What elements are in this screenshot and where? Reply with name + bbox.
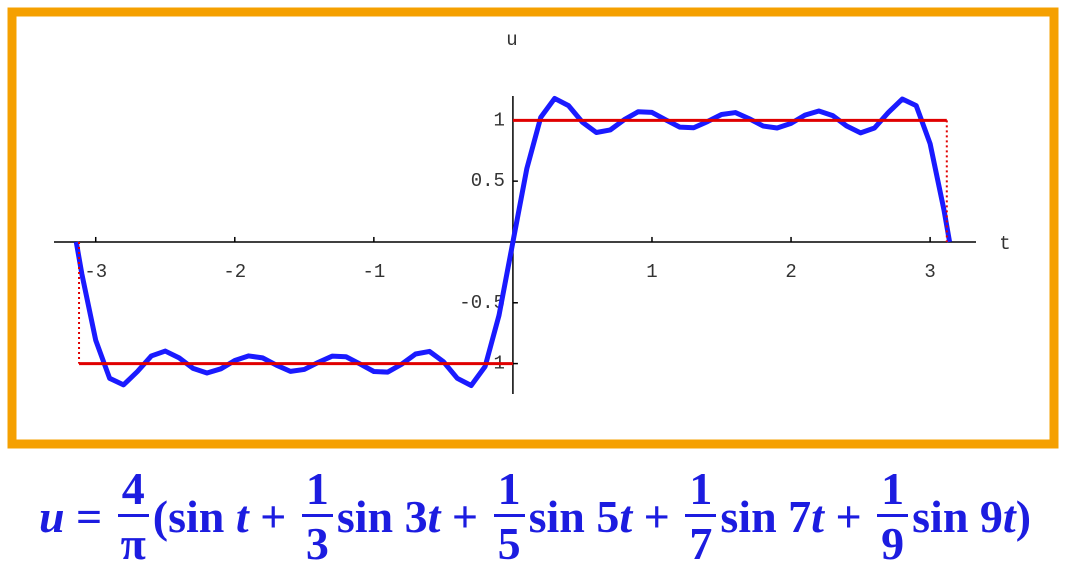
formula-text: sin 7 (720, 490, 812, 542)
x-tick-label: 2 (785, 261, 796, 283)
denominator: 3 (305, 517, 329, 569)
y-axis-label: u (506, 29, 517, 51)
numerator: 1 (877, 465, 909, 517)
formula-text: + (632, 490, 682, 542)
x-tick-label: 3 (924, 261, 935, 283)
curve (73, 95, 953, 388)
denominator: π (120, 517, 146, 569)
x-axis-label: t (999, 233, 1010, 255)
frame (7, 7, 1059, 449)
formula-text: + (823, 490, 874, 542)
formula-text: u (38, 490, 65, 542)
x-tick-label: -1 (362, 261, 385, 283)
formula-text: + (248, 490, 298, 542)
denominator: 7 (689, 517, 713, 569)
x-tick-label: -2 (223, 261, 246, 283)
denominator: 9 (881, 517, 905, 569)
y-tick-label: 0.5 (471, 170, 505, 192)
formula-text: t (235, 490, 249, 542)
formula-text: t (427, 490, 441, 542)
numerator: 1 (301, 465, 333, 517)
formula-text: (sin (152, 490, 236, 542)
formula-text: sin 3 (336, 490, 428, 542)
numerator: 1 (493, 465, 525, 517)
y-tick-label: 1 (494, 109, 505, 131)
numerator: 1 (685, 465, 717, 517)
formula-text: sin 5 (528, 490, 620, 542)
chart: u t -3 -2 -1 1 2 3-1-0.50.51 (7, 7, 1059, 449)
formula-text: t (1002, 490, 1016, 542)
formula-text: + (440, 490, 490, 542)
formula-text: sin 9 (912, 490, 1003, 542)
formula-text: = (64, 490, 114, 542)
denominator: 5 (497, 517, 521, 569)
y-tick-label: -0.5 (459, 292, 505, 314)
x-tick-label: 1 (646, 261, 657, 283)
x-tick-label: -3 (84, 261, 107, 283)
formula-text: t (619, 490, 633, 542)
numerator: 4 (117, 465, 149, 517)
formula-text: t (811, 490, 824, 542)
formula-text: ) (1015, 490, 1032, 542)
